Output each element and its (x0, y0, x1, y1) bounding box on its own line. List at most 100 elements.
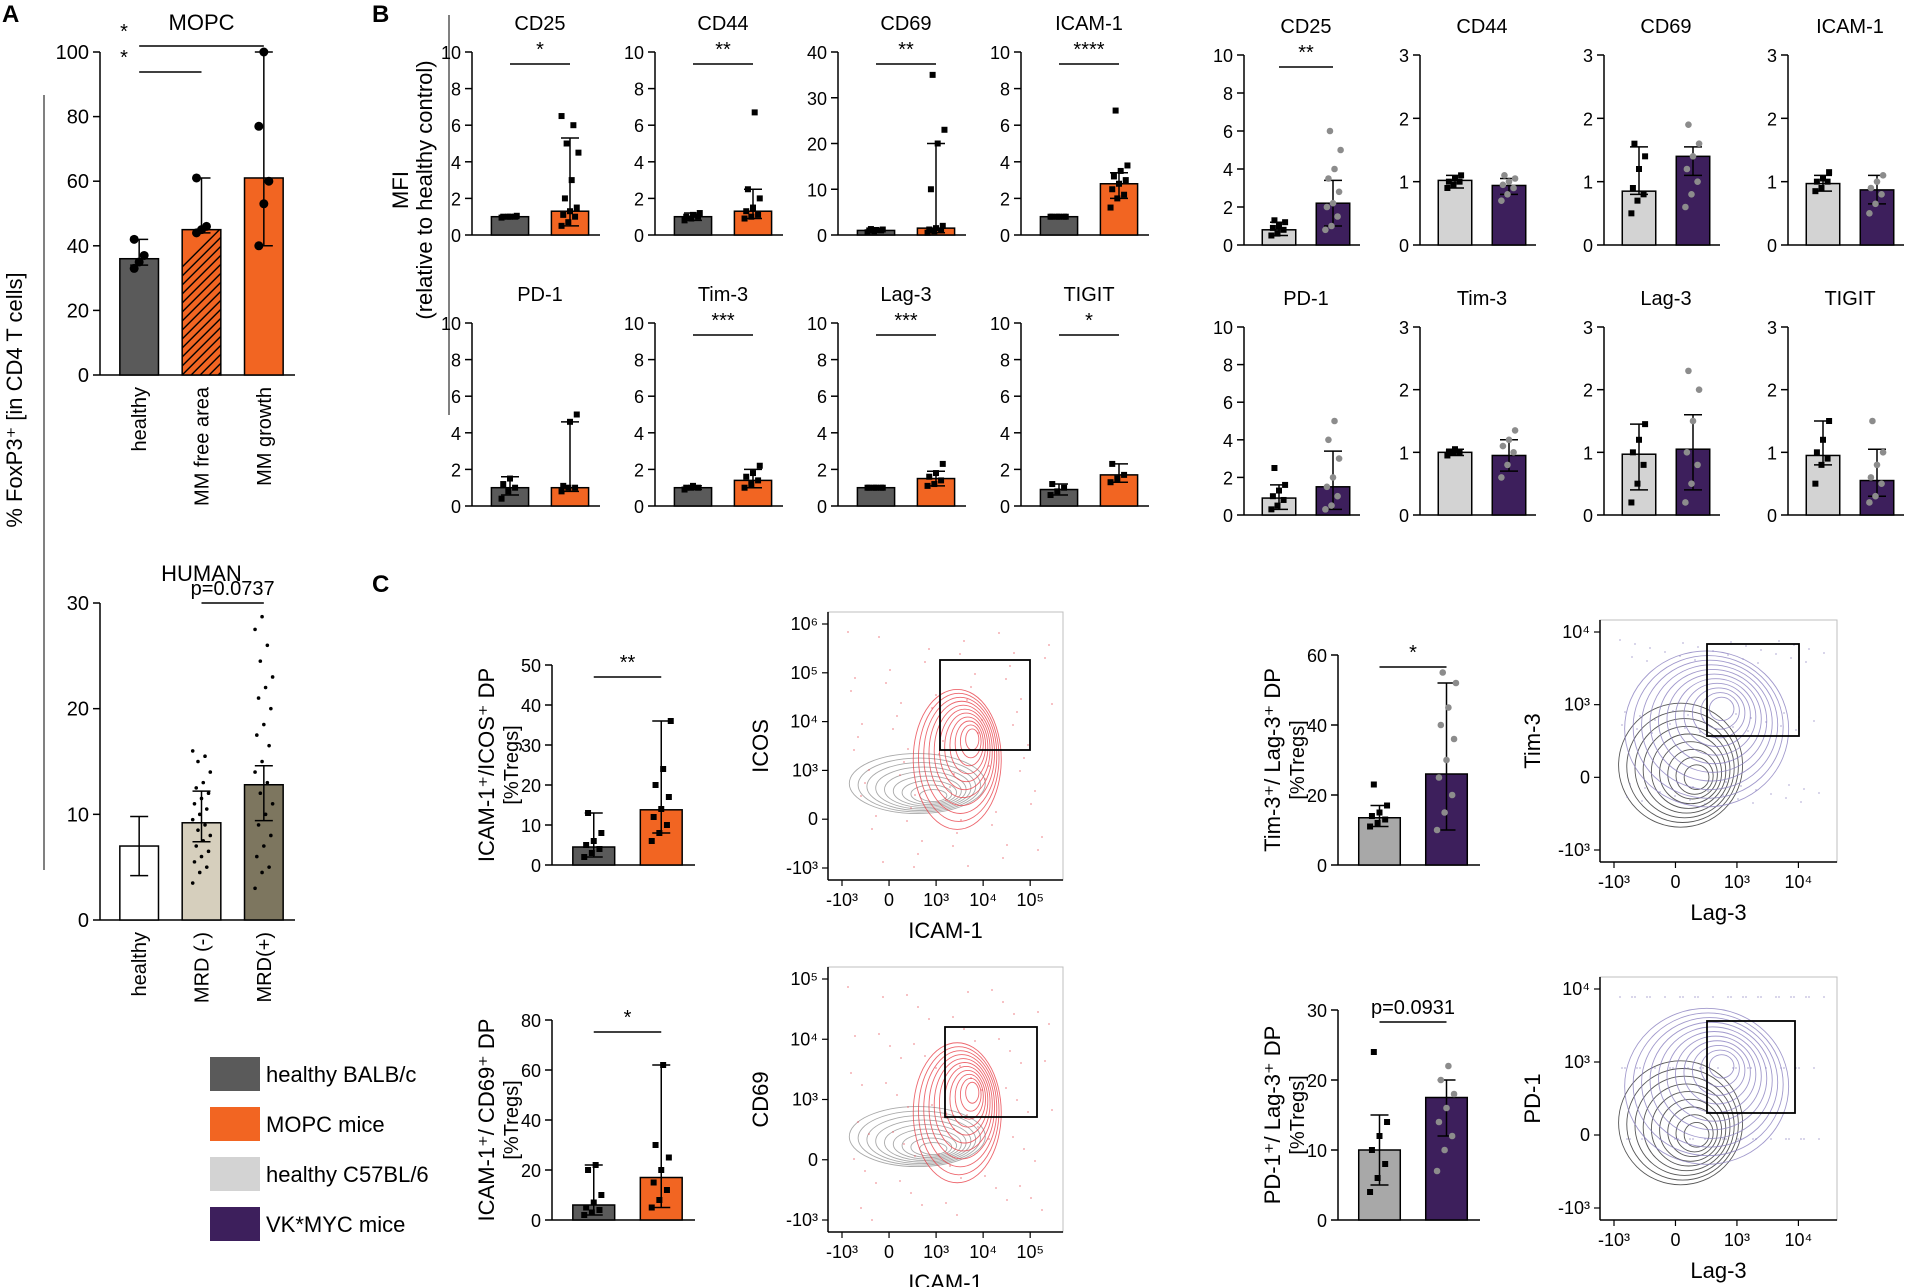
y-tick-label: 4 (451, 153, 461, 173)
data-point (196, 759, 200, 764)
event-dot (1694, 996, 1696, 998)
event-dot (864, 782, 866, 784)
chart-b-icam1-vk: 0 1 2 3 ICAM-1 (1767, 16, 1904, 256)
data-point (879, 484, 886, 491)
data-point (1269, 493, 1276, 500)
data-point (500, 213, 507, 220)
bar-hatch (182, 245, 221, 286)
data-point (1683, 449, 1691, 456)
y-tick-label: 0 (1399, 236, 1409, 256)
event-dot (1006, 1199, 1008, 1201)
chart-b-pd1-mopc: 0 2 4 6 8 10 PD-1 (441, 284, 600, 517)
data-point (1694, 178, 1701, 185)
y-tick-label: 20 (67, 699, 89, 721)
data-point (1117, 167, 1124, 174)
data-point (1367, 1189, 1374, 1195)
data-point (660, 766, 667, 772)
data-point (1629, 185, 1636, 191)
data-point (656, 830, 663, 836)
data-point (1818, 185, 1825, 191)
contour-test (1708, 696, 1735, 722)
x-tick-label: 10³ (1724, 872, 1750, 892)
event-dot (1649, 996, 1651, 998)
data-point (1450, 449, 1457, 456)
event-dot (1732, 1067, 1734, 1069)
contour-test (965, 1081, 980, 1104)
event-dot (875, 815, 877, 817)
event-dot (1783, 712, 1785, 714)
flow-plot-icos: -10³ 0 10³ 10⁴ 10⁵ 10⁶ 10⁵ 10⁴ 10³ 0 -10³ ICAM-1 ICO… (748, 611, 1064, 943)
chart-ylabel-unit: [%Tregs] (1287, 720, 1309, 799)
data-point (1376, 809, 1383, 816)
event-dot (1818, 1138, 1820, 1140)
y-tick-label: 4 (1223, 160, 1233, 180)
y-tick-label: 20 (1307, 786, 1327, 806)
data-point (253, 627, 257, 632)
data-point (750, 204, 756, 211)
event-dot (1013, 652, 1015, 654)
data-point (256, 696, 261, 700)
event-dot (1742, 996, 1744, 998)
data-point (1498, 474, 1505, 481)
data-point (1450, 1090, 1458, 1098)
y-tick-label: 1 (1583, 443, 1593, 463)
y-tick-label: 8 (1223, 84, 1233, 104)
event-dot (1649, 647, 1651, 649)
data-point (1458, 172, 1465, 179)
event-dot (1659, 1138, 1661, 1140)
event-dot (1629, 1138, 1631, 1140)
event-dot (853, 749, 855, 751)
data-point (567, 208, 573, 215)
legend-swatch-healthy-c57 (210, 1157, 260, 1191)
chart-title: Tim-3 (698, 284, 748, 306)
data-point (201, 780, 206, 785)
data-point (1056, 213, 1062, 220)
significance-label: p=0.0931 (1371, 997, 1455, 1019)
x-axis-label: Lag-3 (1690, 1258, 1746, 1283)
event-dot (1034, 1160, 1036, 1162)
data-point (558, 222, 565, 229)
y-tick-label: 4 (817, 424, 827, 444)
event-dot (1009, 665, 1011, 667)
data-point (1818, 461, 1825, 468)
data-point (572, 213, 579, 220)
data-point (1634, 480, 1641, 487)
event-dot (1737, 1138, 1739, 1140)
data-point (1323, 203, 1331, 211)
event-dot (1742, 658, 1744, 660)
y-tick-label: 2 (1000, 189, 1010, 209)
x-tick-label: 10⁵ (1016, 890, 1043, 910)
data-point (507, 475, 513, 482)
significance-label: *** (711, 310, 735, 332)
event-dot (1813, 1067, 1815, 1069)
contour-reference (1618, 702, 1744, 828)
contour-test (1683, 682, 1751, 747)
data-point (254, 121, 264, 131)
data-point (560, 211, 567, 218)
data-point (190, 881, 195, 885)
data-point (565, 219, 572, 226)
y-tick-label: 4 (1000, 153, 1010, 173)
contour-reference (857, 1110, 981, 1166)
y-tick-label: 0 (1767, 506, 1777, 526)
data-point (1335, 188, 1343, 196)
chart-ylabel: ICAM-1⁺/ CD69⁺ DP (474, 1019, 499, 1222)
data-point (270, 675, 275, 679)
event-dot (959, 1065, 961, 1067)
event-dot (1669, 1067, 1671, 1069)
bar-hatch (182, 236, 221, 277)
significance-label: * (1409, 642, 1417, 664)
data-point (568, 177, 575, 184)
data-point (1382, 1161, 1389, 1167)
event-dot (1646, 660, 1648, 662)
data-point (208, 770, 213, 774)
data-point (1437, 1076, 1445, 1084)
data-point (558, 113, 565, 120)
chart-b-pd1-vk: 0 2 4 6 8 10 PD-1 (1213, 288, 1360, 526)
event-dot (956, 1214, 958, 1216)
event-dot (1677, 1138, 1679, 1140)
data-point (1121, 471, 1128, 478)
data-point (253, 886, 257, 891)
y-tick-label: 0 (1583, 236, 1593, 256)
event-dot (970, 1077, 972, 1079)
